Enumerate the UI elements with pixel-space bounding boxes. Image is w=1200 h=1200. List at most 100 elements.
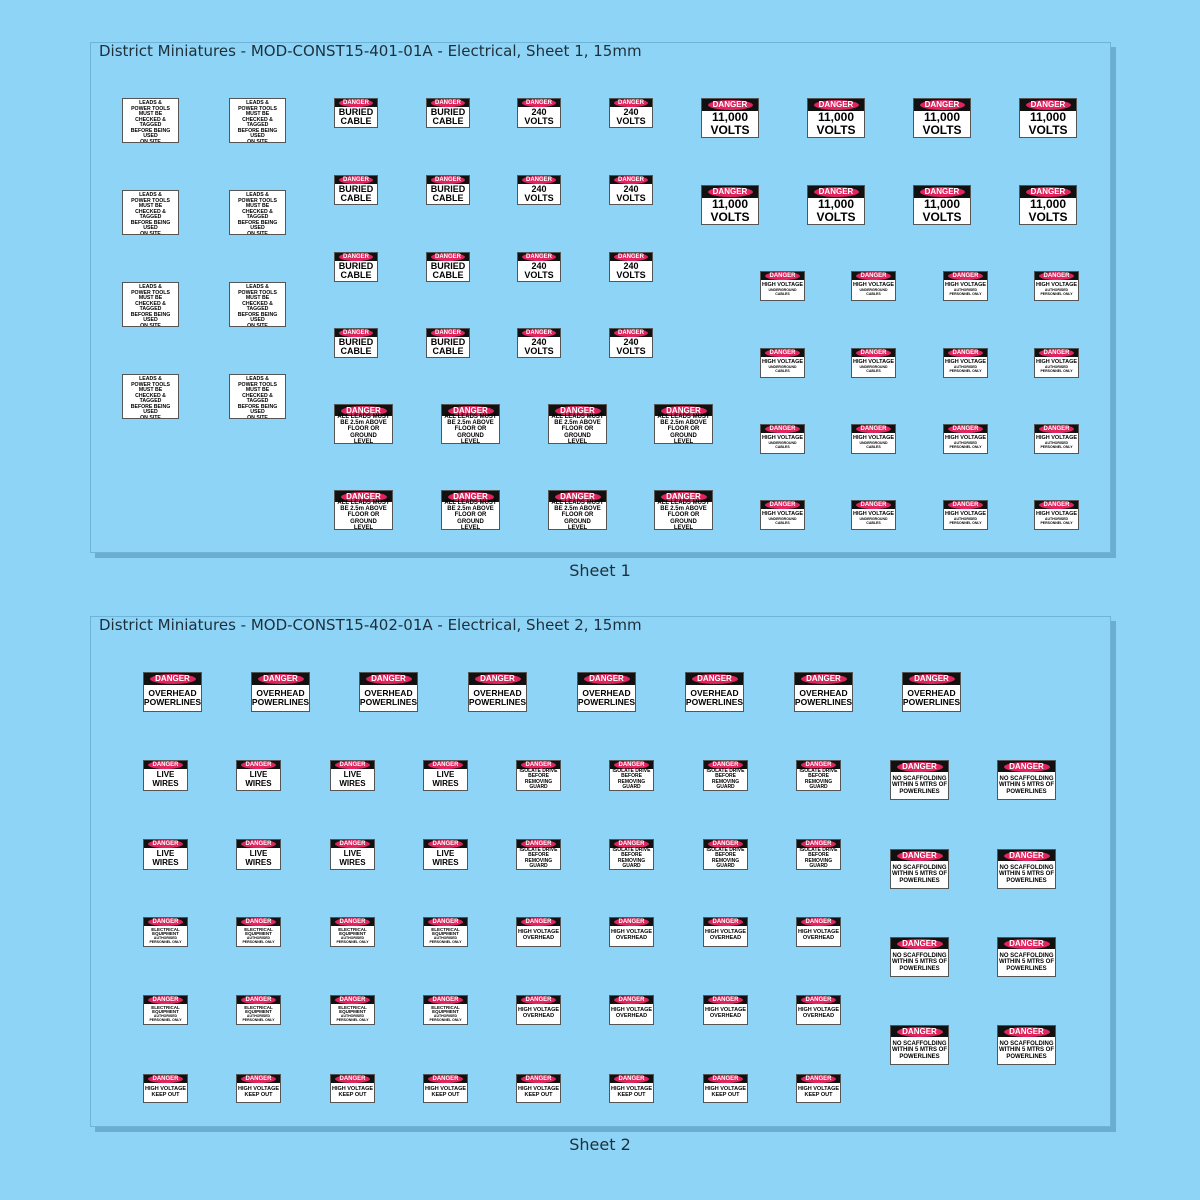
danger-header: DANGER <box>331 1075 374 1083</box>
sign-subline: UNDERGROUND CABLES <box>768 288 797 296</box>
sign-line: HIGH VOLTAGE <box>610 929 653 936</box>
sign-line: KEEP OUT <box>804 1091 833 1098</box>
sign-line: BEFORE BEING <box>237 403 278 410</box>
sign-subline: PERSONNEL ONLY <box>429 939 462 944</box>
sign-text: ELECTRICAL EQUIPMENT AUTHORISED PERSONNEL … <box>331 1004 374 1024</box>
sign-text: OVERHEAD POWERLINES <box>469 685 526 711</box>
danger-label: DANGER <box>339 253 373 261</box>
sign-line: ALL ELECTRICAL <box>128 283 172 285</box>
sign-line: CHECKED & <box>135 300 166 307</box>
sign-line: LEVEL <box>353 438 374 444</box>
sign-line: MUST BE <box>138 111 163 118</box>
sign-line: WIRES <box>339 778 366 788</box>
danger-label: DANGER <box>148 996 183 1004</box>
sign-line: USED <box>143 133 158 140</box>
sign-text: 240 VOLTS <box>610 261 652 281</box>
danger-header: DANGER <box>891 938 948 949</box>
danger-label: DANGER <box>428 1075 463 1083</box>
sign-subline: AUTHORISED <box>953 365 978 370</box>
sign-line: HIGH VOLTAGE <box>331 1085 374 1092</box>
sign-line: 11,000 <box>817 110 855 125</box>
danger-header: DANGER <box>237 840 280 848</box>
danger-label: DANGER <box>148 761 183 769</box>
sign-line: VOLTS <box>710 210 750 224</box>
sign-line: ALL LEADS MUST <box>337 413 390 420</box>
sign-line: ALL ELECTRICAL <box>235 375 279 377</box>
danger-label: DANGER <box>522 176 556 184</box>
danger-header: DANGER <box>469 673 526 685</box>
sign-line: LEADS & <box>139 376 162 383</box>
sign-text: ISOLATE DRIVE BEFORE REMOVING GUARD <box>517 847 560 869</box>
sign-line: NO SCAFFOLDING <box>999 1041 1054 1048</box>
danger-label: DANGER <box>365 674 412 684</box>
sign-line: POWERLINES <box>899 1053 940 1060</box>
sign-line: CHECKED & <box>242 392 273 399</box>
sign-line: ON SITE <box>140 230 161 235</box>
danger-label: DANGER <box>335 761 370 769</box>
danger-header: DANGER <box>1035 272 1078 280</box>
danger-header: DANGER <box>944 349 987 357</box>
danger-label: DANGER <box>340 405 387 416</box>
sign-line: NO SCAFFOLDING <box>892 776 947 783</box>
danger-header: DANGER <box>903 673 960 685</box>
danger-label: DANGER <box>1003 850 1050 861</box>
danger-label: DANGER <box>813 100 859 110</box>
sign-line: HIGH VOLTAGE <box>797 929 840 936</box>
danger-header: DANGER <box>427 176 469 184</box>
sign-line: CHECKED & <box>135 208 166 215</box>
sign-line: REMOVING GUARD <box>711 778 740 790</box>
sign-line: POWER TOOLS <box>238 197 277 204</box>
danger-label: DANGER <box>614 253 648 261</box>
danger-label: DANGER <box>521 1075 556 1083</box>
sign-line: BEFORE BEING <box>130 403 171 410</box>
danger-header: DANGER <box>610 918 653 926</box>
sign-line: ISOLATE DRIVE <box>799 768 838 774</box>
danger-label: DANGER <box>1003 761 1050 772</box>
danger-header: DANGER <box>704 761 747 769</box>
sign-subline: AUTHORISED <box>340 1014 365 1019</box>
sign-v240: DANGER 240 VOLTS <box>517 252 561 282</box>
sign-line: BE 2.5m ABOVE <box>554 420 601 427</box>
sign-text: BURIED CABLE <box>335 184 377 204</box>
sign-text: ELECTRICAL EQUIPMENT AUTHORISED PERSONNEL … <box>144 1004 187 1024</box>
sign-hv-authorised: DANGER HIGH VOLTAGE AUTHORISED PERSONNEL ON… <box>943 271 988 301</box>
danger-header: DANGER <box>335 176 377 184</box>
sign-line: ALL LEADS MUST <box>444 413 497 420</box>
danger-header: DANGER <box>761 501 804 509</box>
sign-line: BEFORE <box>808 773 829 780</box>
sign-line: FLOOR OR GROUND <box>454 426 487 439</box>
sign-line: ON SITE <box>247 230 268 235</box>
sign-text: NO SCAFFOLDING WITHIN 5 MTRS OF POWERLINES <box>891 949 948 976</box>
danger-header: DANGER <box>442 405 499 416</box>
sign-isolate-drive: DANGER ISOLATE DRIVE BEFORE REMOVING GUARD <box>703 760 748 791</box>
sign-text: ELECTRICAL EQUIPMENT AUTHORISED PERSONNEL … <box>144 926 187 946</box>
sign-line: FLOOR OR GROUND <box>347 512 380 525</box>
sign-line: VOLTS <box>1028 123 1068 137</box>
sign-electrical-equipment: DANGER ELECTRICAL EQUIPMENT AUTHORISED PERS… <box>236 995 281 1025</box>
sign-line: WIRES <box>152 778 179 788</box>
sign-hv-underground: DANGER HIGH VOLTAGE UNDERGROUND CABLES <box>760 424 805 454</box>
sign-subline: PERSONNEL ONLY <box>1040 444 1073 449</box>
sign-line: WITHIN 5 MTRS OF <box>999 871 1054 878</box>
sign-hv-keep-out: DANGER HIGH VOLTAGE KEEP OUT <box>423 1074 468 1103</box>
sign-line: LIVE <box>436 849 455 859</box>
sign-overhead-powerlines: DANGER OVERHEAD POWERLINES <box>902 672 961 712</box>
sign-line: VOLTS <box>922 210 962 224</box>
sign-line: 240 <box>623 336 639 347</box>
sign-line: VOLTS <box>710 123 750 137</box>
danger-label: DANGER <box>428 918 463 926</box>
danger-header: DANGER <box>331 761 374 769</box>
danger-header: DANGER <box>761 425 804 433</box>
sign-line: BEFORE <box>528 773 549 780</box>
sign-line: ISOLATE DRIVE <box>612 847 651 853</box>
sign-line: OVERHEAD <box>802 935 835 941</box>
sign-line: 240 <box>531 260 547 271</box>
sign-line: ISOLATE DRIVE <box>799 847 838 853</box>
danger-label: DANGER <box>339 176 373 184</box>
sign-live-wires: DANGER LIVE WIRES <box>423 839 468 870</box>
sign-v240: DANGER 240 VOLTS <box>517 98 561 128</box>
sign-buried-cable: DANGER BURIED CABLE <box>334 328 378 358</box>
danger-header: DANGER <box>518 99 560 107</box>
danger-header: DANGER <box>610 329 652 337</box>
danger-label: DANGER <box>149 674 196 684</box>
